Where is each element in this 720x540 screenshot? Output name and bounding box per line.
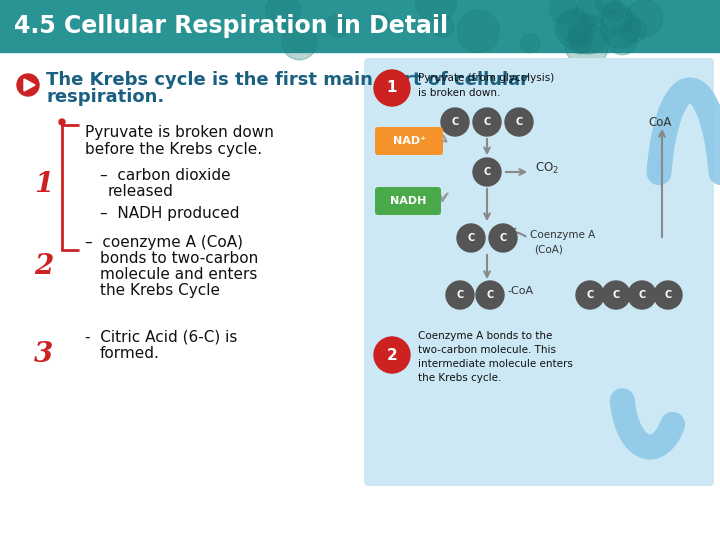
Circle shape: [441, 108, 469, 136]
Text: C: C: [516, 117, 523, 127]
Circle shape: [570, 32, 591, 54]
Circle shape: [602, 281, 630, 309]
Circle shape: [601, 3, 632, 34]
Text: Pyruvate is broken down: Pyruvate is broken down: [85, 125, 274, 140]
Circle shape: [626, 0, 663, 37]
Text: before the Krebs cycle.: before the Krebs cycle.: [85, 142, 262, 157]
Bar: [0, 0, 720, 52]
Circle shape: [457, 224, 485, 252]
Text: C: C: [500, 233, 507, 243]
Text: two-carbon molecule. This: two-carbon molecule. This: [418, 345, 556, 355]
Circle shape: [521, 33, 540, 52]
Text: 4.5 Cellular Respiration in Detail: 4.5 Cellular Respiration in Detail: [14, 14, 448, 38]
FancyBboxPatch shape: [375, 187, 441, 215]
Circle shape: [326, 15, 348, 37]
Circle shape: [415, 0, 456, 22]
Circle shape: [565, 24, 608, 67]
Circle shape: [622, 18, 646, 43]
Text: formed.: formed.: [100, 346, 160, 361]
Circle shape: [555, 9, 595, 48]
Text: 2: 2: [35, 253, 53, 280]
Circle shape: [558, 11, 590, 42]
Text: Coenzyme A: Coenzyme A: [530, 230, 595, 240]
Text: NAD⁺: NAD⁺: [392, 136, 426, 146]
Polygon shape: [24, 79, 35, 91]
Text: 2: 2: [387, 348, 397, 362]
Circle shape: [282, 25, 317, 60]
Text: C: C: [467, 233, 474, 243]
Text: C: C: [451, 117, 459, 127]
Text: is broken down.: is broken down.: [418, 88, 500, 98]
Circle shape: [569, 15, 608, 54]
Text: bonds to two-carbon: bonds to two-carbon: [100, 251, 258, 266]
Text: 1: 1: [35, 172, 53, 199]
Text: the Krebs Cycle: the Krebs Cycle: [100, 283, 220, 298]
Text: –  carbon dioxide: – carbon dioxide: [100, 168, 230, 183]
Text: CO$_2$: CO$_2$: [535, 160, 559, 176]
Circle shape: [374, 70, 410, 106]
Circle shape: [17, 74, 39, 96]
Circle shape: [608, 26, 637, 55]
Circle shape: [473, 108, 501, 136]
Text: -  Citric Acid (6-C) is: - Citric Acid (6-C) is: [85, 330, 238, 345]
Text: the Krebs cycle.: the Krebs cycle.: [418, 373, 501, 383]
Circle shape: [489, 224, 517, 252]
Circle shape: [476, 281, 504, 309]
Text: Coenzyme A bonds to the: Coenzyme A bonds to the: [418, 331, 552, 341]
Text: C: C: [483, 167, 490, 177]
Circle shape: [628, 281, 656, 309]
Text: CoA: CoA: [648, 116, 672, 129]
Circle shape: [595, 0, 620, 14]
Text: C: C: [483, 117, 490, 127]
Text: The Krebs cycle is the first main part of cellular: The Krebs cycle is the first main part o…: [46, 71, 529, 89]
Circle shape: [457, 10, 499, 52]
FancyBboxPatch shape: [375, 127, 443, 155]
Text: 1: 1: [387, 80, 397, 96]
Text: respiration.: respiration.: [46, 88, 164, 106]
Circle shape: [473, 158, 501, 186]
FancyBboxPatch shape: [364, 58, 714, 486]
Text: C: C: [586, 290, 593, 300]
Text: molecule and enters: molecule and enters: [100, 267, 257, 282]
Circle shape: [446, 281, 474, 309]
Circle shape: [654, 281, 682, 309]
Text: 3: 3: [35, 341, 53, 368]
Text: C: C: [639, 290, 646, 300]
Circle shape: [576, 0, 605, 25]
Circle shape: [432, 16, 454, 37]
Text: released: released: [108, 184, 174, 199]
Circle shape: [549, 0, 577, 23]
Text: –  NADH produced: – NADH produced: [100, 206, 240, 221]
Text: C: C: [665, 290, 672, 300]
Circle shape: [374, 337, 410, 373]
Circle shape: [59, 119, 65, 125]
Circle shape: [600, 8, 641, 48]
Text: –  coenzyme A (CoA): – coenzyme A (CoA): [85, 235, 243, 250]
Text: (CoA): (CoA): [534, 244, 563, 254]
Text: NADH: NADH: [390, 196, 426, 206]
Circle shape: [371, 14, 389, 31]
Text: Pyruvate (from glycolysis): Pyruvate (from glycolysis): [418, 73, 554, 83]
Circle shape: [605, 1, 625, 21]
Text: C: C: [487, 290, 494, 300]
Text: intermediate molecule enters: intermediate molecule enters: [418, 359, 573, 369]
Circle shape: [266, 0, 300, 28]
Text: C: C: [456, 290, 464, 300]
Text: C: C: [613, 290, 620, 300]
Circle shape: [576, 281, 604, 309]
Circle shape: [505, 108, 533, 136]
Text: -CoA: -CoA: [507, 286, 533, 296]
